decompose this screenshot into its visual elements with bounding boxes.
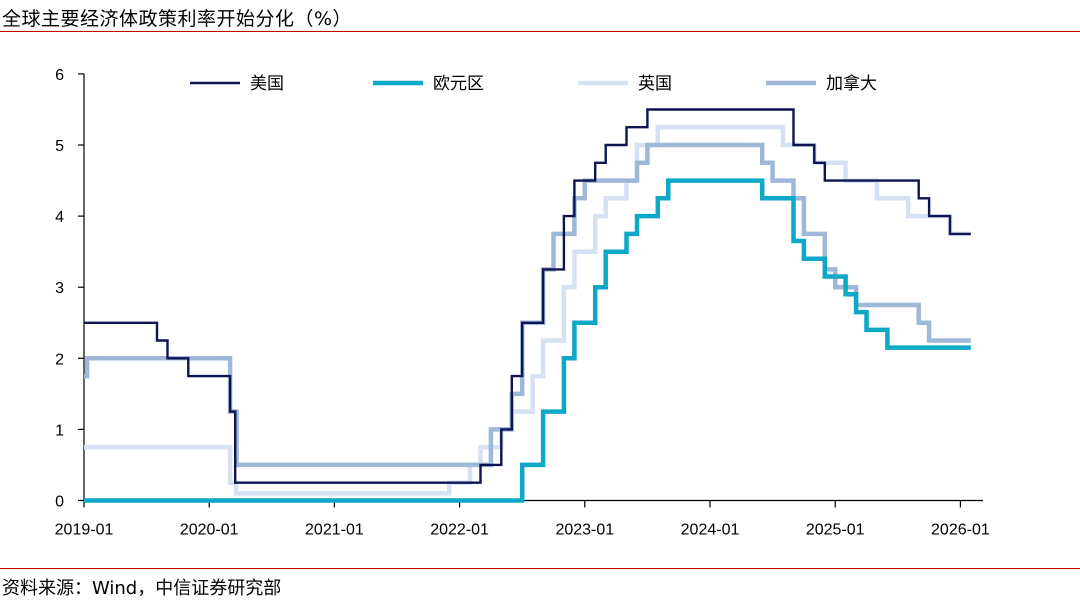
y-tick-label: 1	[55, 422, 64, 439]
series-line-1	[84, 178, 971, 503]
x-tick-label: 2025-01	[806, 522, 865, 539]
y-tick-label: 6	[55, 67, 64, 84]
x-tick-label: 2019-01	[55, 522, 114, 539]
x-tick-label: 2021-01	[305, 522, 364, 539]
y-tick-label: 2	[55, 351, 64, 368]
axes: 0 1 2 3 4 5 6 2019-01 2020-01 2021-01 2022-01 2023-…	[55, 67, 990, 539]
y-tick-label: 5	[55, 138, 64, 155]
series-line-3	[84, 142, 971, 468]
source-note: 资料来源：Wind，中信证券研究部	[2, 578, 282, 599]
x-tick-label: 2020-01	[180, 522, 239, 539]
series-line-0	[84, 108, 971, 484]
y-tick-label: 4	[55, 209, 64, 226]
x-tick-label: 2026-01	[931, 522, 990, 539]
series-line-2	[84, 124, 971, 496]
legend-label-2: 英国	[638, 74, 672, 94]
y-tick-label: 0	[55, 494, 64, 511]
legend-label-3: 加拿大	[826, 73, 877, 94]
series-layer	[84, 108, 971, 503]
bottom-divider	[0, 568, 1080, 569]
x-tick-label: 2023-01	[555, 522, 614, 539]
y-tick-label: 3	[55, 280, 64, 297]
x-tick-label: 2024-01	[681, 522, 740, 539]
x-tick-label: 2022-01	[430, 522, 489, 539]
chart-title: 全球主要经济体政策利率开始分化（%）	[2, 8, 353, 30]
legend-label-0: 美国	[250, 74, 284, 94]
top-divider	[0, 31, 1080, 32]
legend-label-1: 欧元区	[433, 74, 484, 94]
legend: 美国 欧元区 英国 加拿大	[190, 73, 877, 94]
